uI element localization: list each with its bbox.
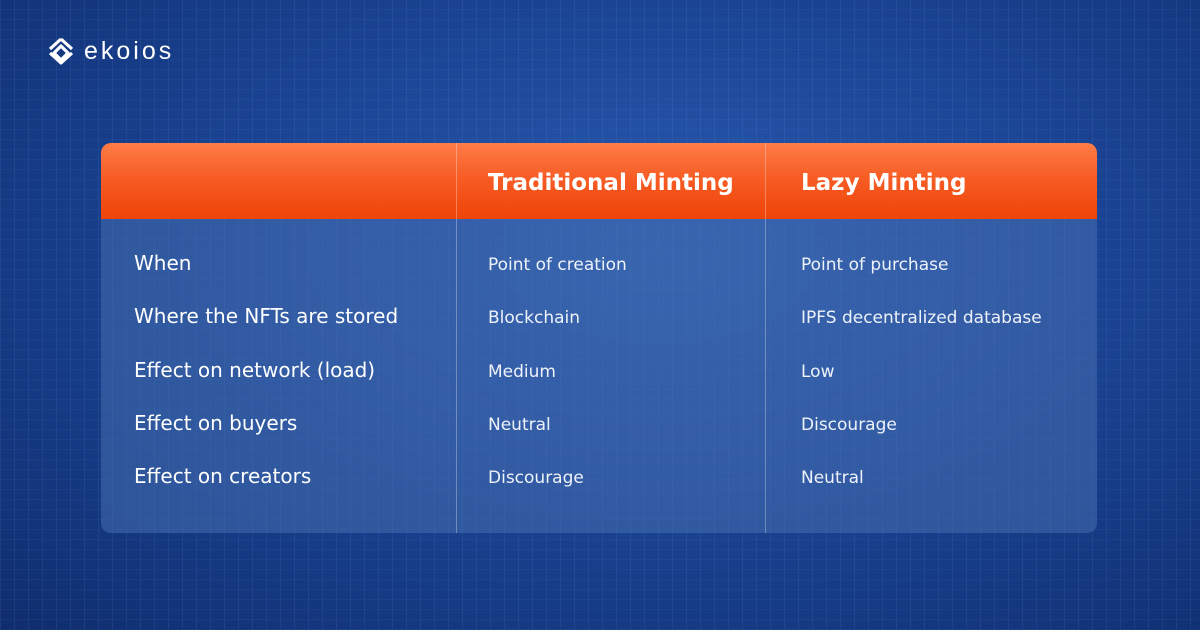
column-divider bbox=[765, 143, 766, 533]
row-label: Effect on buyers bbox=[134, 410, 298, 435]
header-traditional: Traditional Minting bbox=[488, 170, 734, 196]
lazy-value: Point of purchase bbox=[801, 255, 949, 275]
traditional-value: Point of creation bbox=[488, 255, 627, 275]
traditional-value: Medium bbox=[488, 361, 556, 382]
column-divider bbox=[456, 143, 457, 533]
brand-name: ekoios bbox=[84, 36, 175, 65]
ekoios-logo-icon bbox=[48, 37, 74, 65]
lazy-value: Neutral bbox=[801, 468, 864, 489]
comparison-table: Traditional Minting Lazy Minting When Poi… bbox=[101, 143, 1097, 533]
table-header bbox=[101, 143, 1097, 219]
row-label: When bbox=[134, 251, 192, 275]
traditional-value: Discourage bbox=[488, 468, 584, 489]
row-label: Effect on creators bbox=[134, 464, 312, 489]
row-label: Where the NFTs are stored bbox=[134, 304, 399, 329]
lazy-value: Discourage bbox=[801, 414, 897, 435]
traditional-value: Neutral bbox=[488, 414, 551, 435]
traditional-value: Blockchain bbox=[488, 308, 581, 329]
logo: ekoios bbox=[46, 36, 174, 66]
lazy-value: Low bbox=[801, 361, 835, 382]
row-label: Effect on network (load) bbox=[134, 357, 376, 382]
lazy-value: IPFS decentralized database bbox=[801, 308, 1042, 329]
header-lazy: Lazy Minting bbox=[801, 170, 967, 196]
